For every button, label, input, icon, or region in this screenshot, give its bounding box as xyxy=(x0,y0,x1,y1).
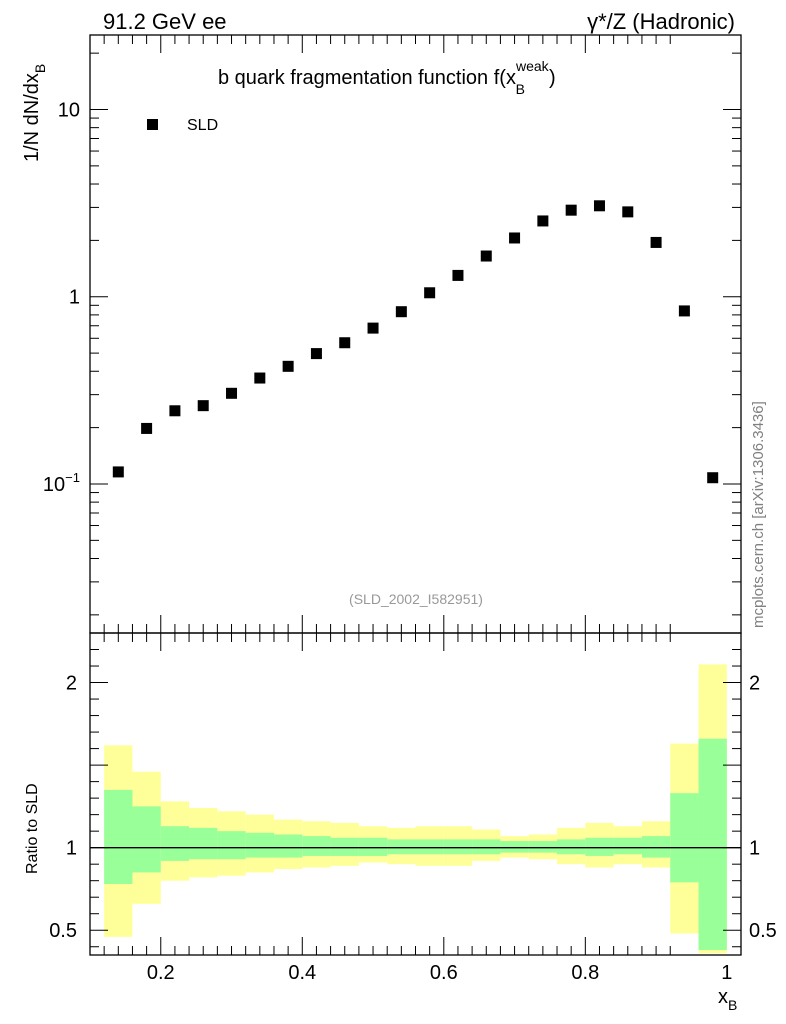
data-point xyxy=(650,236,662,248)
data-point xyxy=(112,466,124,478)
data-point xyxy=(367,322,379,334)
stat-band-bin-16 xyxy=(557,839,586,855)
data-points xyxy=(112,200,719,484)
legend-label: SLD xyxy=(187,117,218,134)
stat-band-bin-19 xyxy=(641,836,671,858)
ratio-bands xyxy=(104,664,727,954)
stat-band-bin-21 xyxy=(698,738,727,951)
stat-band-bin-20 xyxy=(670,793,699,883)
main-y-axis-label-subscript: B xyxy=(32,64,48,73)
main-y-axis-label-text: 1/N dN/dx xyxy=(21,73,43,162)
stat-band-bin-17 xyxy=(585,837,614,856)
ratio-y-tick-label: 0.5 xyxy=(49,920,77,942)
energy-label: 91.2 GeV ee xyxy=(103,9,227,34)
x-axis-label-subscript: B xyxy=(728,997,737,1013)
data-point xyxy=(537,215,549,227)
analysis-label: (SLD_2002_I582951) xyxy=(349,591,483,607)
x-tick-label: 0.8 xyxy=(571,962,599,984)
data-point xyxy=(282,360,294,372)
data-point xyxy=(678,305,690,317)
data-point xyxy=(226,387,238,399)
data-point xyxy=(707,472,719,484)
data-point xyxy=(452,269,464,281)
stat-band-bin-6 xyxy=(273,834,303,858)
stat-band-bin-3 xyxy=(189,827,218,860)
ratio-y-tick-label-right: 2 xyxy=(749,673,760,695)
stat-band-bin-8 xyxy=(330,837,359,856)
stat-band-bin-11 xyxy=(415,839,444,855)
ratio-y-axis-label: Ratio to SLD xyxy=(24,783,41,874)
data-point xyxy=(310,348,322,360)
data-point xyxy=(565,204,577,216)
stat-band-bin-13 xyxy=(472,839,501,855)
main-y-axis-label: 1/N dN/dxB xyxy=(21,64,48,162)
data-point xyxy=(480,250,492,262)
process-label: γ*/Z (Hadronic) xyxy=(587,9,735,34)
data-point xyxy=(197,400,209,412)
chart-title: b quark fragmentation function f(xweak B) xyxy=(218,58,556,97)
stat-band-bin-7 xyxy=(302,836,331,856)
ratio-y-tick-label-right: 1 xyxy=(749,838,760,860)
ratio-y-tick-label: 2 xyxy=(66,673,77,695)
x-tick-label: 0.2 xyxy=(147,962,175,984)
stat-band-bin-4 xyxy=(217,831,246,860)
data-point xyxy=(395,306,407,318)
chart-title-subscript: B xyxy=(516,81,525,97)
stat-band-bin-0 xyxy=(104,789,133,884)
stat-band-bin-2 xyxy=(160,826,190,861)
tick-labels: 10 1 10−1 0.2 0.4 0.6 0.8 1 2 2 1 1 0.5 0.5 xyxy=(43,100,777,984)
x-tick-label: 1 xyxy=(721,962,732,984)
ratio-y-tick-label: 1 xyxy=(66,838,77,860)
data-point xyxy=(509,232,521,244)
chart-title-close: ) xyxy=(549,67,556,89)
data-point xyxy=(169,405,181,417)
chart-title-superscript: weak xyxy=(515,58,550,74)
x-axis-label-text: x xyxy=(718,986,728,1008)
stat-band-bin-12 xyxy=(443,839,473,855)
data-point xyxy=(141,422,153,434)
ratio-y-tick-label-right: 0.5 xyxy=(749,920,777,942)
data-point xyxy=(339,337,351,349)
stat-band-bin-9 xyxy=(358,837,388,856)
stat-band-bin-15 xyxy=(528,841,558,853)
chart-title-main: b quark fragmentation function f(x xyxy=(218,67,516,89)
data-point xyxy=(593,200,605,212)
stat-band-bin-5 xyxy=(245,832,274,858)
x-tick-label: 0.4 xyxy=(288,962,316,984)
main-y-tick-label: 10 xyxy=(58,100,80,122)
data-point xyxy=(424,287,436,299)
ratio-plot-frame xyxy=(89,632,742,956)
data-point xyxy=(622,206,634,218)
stat-band-bin-18 xyxy=(613,837,642,855)
x-axis-label: xB xyxy=(718,986,737,1013)
legend-marker xyxy=(147,119,158,130)
main-y-tick-label: 10−1 xyxy=(43,470,80,496)
watermark: mcplots.cern.ch [arXiv:1306.3436] xyxy=(750,401,767,628)
stat-band-bin-14 xyxy=(500,841,529,853)
stat-band-bin-1 xyxy=(132,806,161,873)
x-tick-label: 0.6 xyxy=(430,962,458,984)
main-y-tick-label: 1 xyxy=(69,287,80,309)
data-point xyxy=(254,372,266,384)
stat-band-bin-10 xyxy=(387,839,416,855)
